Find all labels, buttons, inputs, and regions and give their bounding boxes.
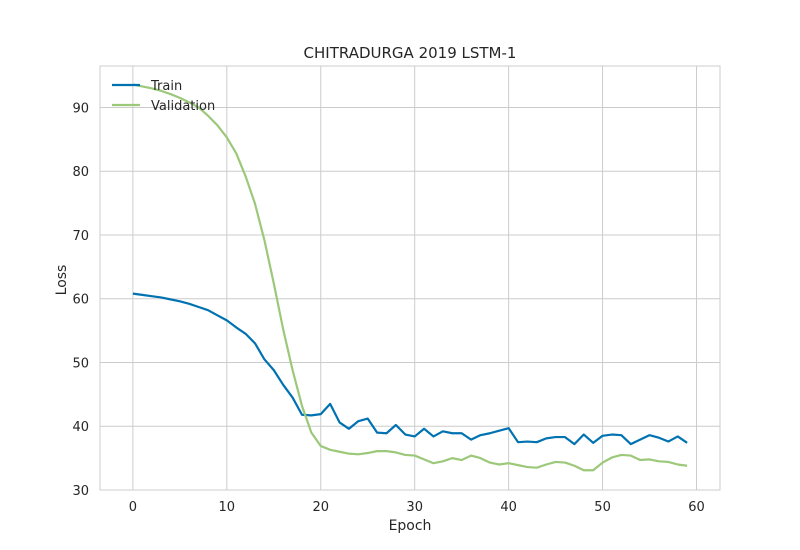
legend-label-validation: Validation xyxy=(151,99,215,114)
x-tick-label: 0 xyxy=(129,500,137,515)
grid xyxy=(100,66,720,491)
y-axis-label: Loss xyxy=(54,265,70,296)
legend-label-train: Train xyxy=(150,79,182,94)
y-tick-label: 40 xyxy=(72,420,89,435)
x-axis-label: Epoch xyxy=(389,518,432,534)
y-tick-label: 60 xyxy=(72,293,89,308)
x-tick-label: 30 xyxy=(406,500,423,515)
y-tick-label: 30 xyxy=(72,484,89,499)
x-tick-label: 50 xyxy=(594,500,611,515)
y-axis-ticks: 30 40 50 60 70 80 90 xyxy=(72,101,89,499)
series-line-validation xyxy=(132,83,688,472)
x-tick-label: 20 xyxy=(312,500,329,515)
y-tick-label: 50 xyxy=(72,356,89,371)
chart-title: CHITRADURGA 2019 LSTM-1 xyxy=(304,44,517,62)
legend: Train Validation xyxy=(112,79,215,114)
series-line-train xyxy=(132,292,688,446)
x-tick-label: 10 xyxy=(219,500,236,515)
y-tick-label: 70 xyxy=(72,229,89,244)
x-tick-label: 60 xyxy=(688,500,705,515)
x-axis-ticks: 0 10 20 30 40 50 60 xyxy=(129,500,705,515)
series-lines xyxy=(132,83,688,472)
y-tick-label: 90 xyxy=(72,101,89,116)
x-tick-label: 40 xyxy=(500,500,517,515)
plot-area xyxy=(99,65,721,491)
y-tick-label: 80 xyxy=(72,165,89,180)
